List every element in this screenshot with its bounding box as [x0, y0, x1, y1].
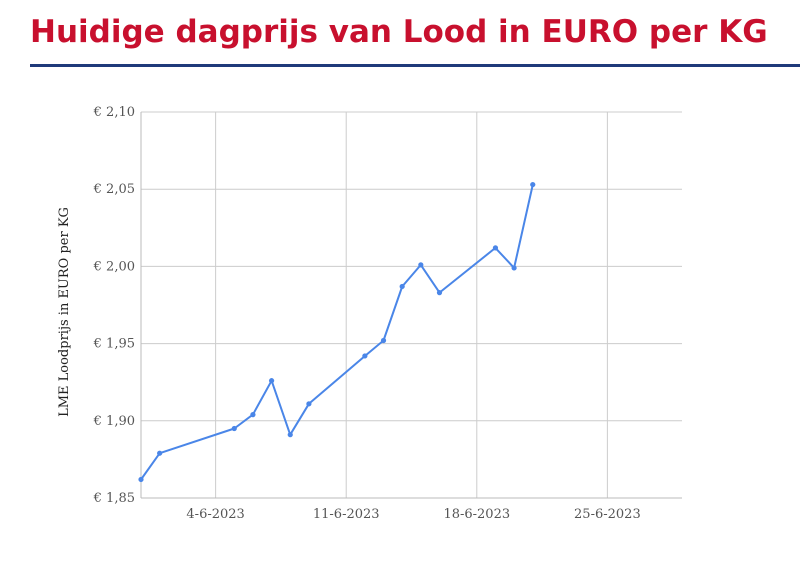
- data-point: [530, 181, 536, 188]
- y-tick-label: € 1,95: [93, 337, 135, 352]
- data-point: [399, 283, 405, 290]
- tick-labels: € 1,85 € 1,90 € 1,95 € 2,00 € 2,05 € 2,10 4-6-…: [93, 105, 641, 522]
- data-point: [436, 290, 443, 296]
- data-point: [157, 450, 163, 456]
- y-tick-label: € 1,85: [93, 491, 135, 506]
- grid-lines: [141, 111, 682, 499]
- x-tick-label: 18-6-2023: [443, 507, 510, 522]
- x-tick-label: 4-6-2023: [186, 507, 244, 522]
- x-tick-label: 11-6-2023: [313, 507, 380, 522]
- y-tick-label: € 2,00: [93, 259, 135, 274]
- data-point: [511, 265, 517, 271]
- title-divider: [30, 64, 800, 67]
- page-title: Huidige dagprijs van Lood in EURO per KG: [30, 14, 768, 50]
- y-tick-label: € 2,10: [93, 105, 135, 120]
- data-point: [418, 262, 424, 268]
- data-point: [362, 353, 368, 359]
- data-point: [306, 401, 312, 407]
- data-point: [492, 245, 499, 251]
- data-point: [231, 425, 237, 432]
- y-tick-label: € 1,90: [93, 414, 135, 429]
- data-point: [138, 476, 144, 483]
- x-tick-label: 25-6-2023: [574, 507, 641, 522]
- y-axis-title: LME Loodprijs in EURO per KG: [57, 207, 72, 417]
- series: [138, 181, 536, 483]
- data-point: [268, 378, 275, 384]
- data-point: [250, 412, 256, 418]
- data-point: [287, 432, 293, 438]
- y-tick-label: € 2,05: [93, 182, 135, 197]
- data-point: [380, 337, 387, 344]
- axes: [140, 112, 682, 499]
- series-line: [140, 183, 534, 481]
